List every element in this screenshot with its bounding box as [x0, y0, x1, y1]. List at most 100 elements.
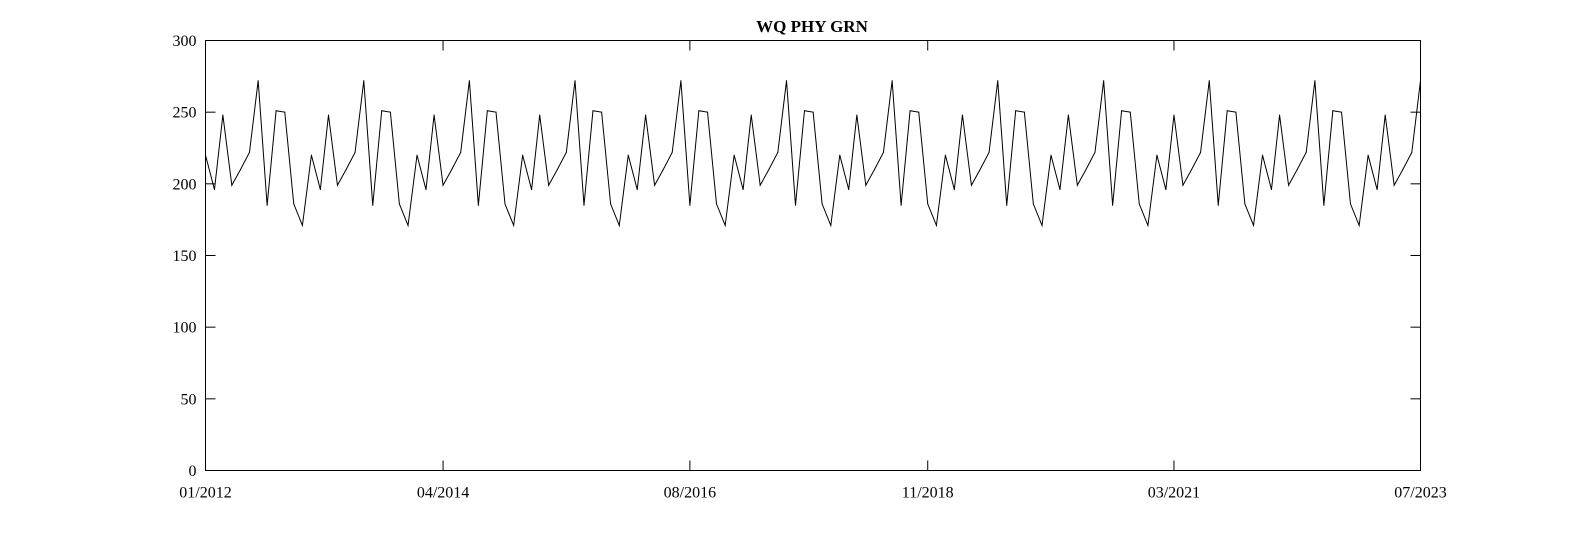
x-tick-label: 11/2018: [902, 485, 954, 502]
data-point: [1411, 151, 1413, 153]
data-point: [733, 154, 735, 156]
data-point: [1191, 169, 1193, 170]
data-point: [407, 224, 409, 226]
tick-labels: 0 50 100 150 200 250 300 01/2012 04/2014 08/2016 1…: [173, 33, 1447, 502]
data-point: [205, 470, 206, 471]
y-tick-label: 0: [189, 463, 197, 480]
data-point: [1085, 169, 1087, 170]
data-point: [539, 114, 541, 116]
data-point: [583, 204, 585, 206]
y-tick-label: 100: [173, 320, 197, 337]
data-point: [477, 204, 479, 206]
data-point: [1314, 80, 1316, 82]
data-point: [504, 203, 506, 205]
data-point: [953, 189, 955, 191]
data-point: [1270, 189, 1272, 191]
data-point: [205, 154, 206, 156]
data-point: [1323, 204, 1325, 206]
data-point: [240, 169, 242, 170]
data-point: [1121, 110, 1123, 112]
data-point: [601, 111, 603, 113]
data-point: [1402, 169, 1404, 170]
data-point: [786, 80, 788, 82]
data-point: [495, 111, 497, 113]
data-point: [1358, 224, 1360, 226]
data-point: [1041, 224, 1043, 226]
data-point: [680, 80, 682, 82]
data-point: [645, 114, 647, 116]
data-point: [900, 204, 902, 206]
data-point: [1332, 110, 1334, 112]
data-point: [944, 154, 946, 156]
series-line: [205, 80, 1421, 471]
data-point: [1200, 151, 1202, 153]
data-point: [1112, 204, 1114, 206]
data-point: [882, 151, 884, 153]
data-point: [873, 169, 875, 170]
data-point: [1076, 184, 1078, 186]
data-point: [1262, 154, 1264, 156]
data-point: [1217, 204, 1219, 206]
data-point: [460, 151, 462, 153]
axis-ticks: [205, 40, 1421, 471]
data-point: [794, 204, 796, 206]
data-point: [398, 203, 400, 205]
data-point: [1235, 111, 1237, 113]
data-point: [531, 189, 533, 191]
data-point: [724, 224, 726, 226]
data-point: [548, 184, 550, 186]
data-point: [1173, 114, 1175, 116]
data-point: [865, 184, 867, 186]
x-tick-label: 08/2016: [664, 485, 716, 502]
data-point: [627, 154, 629, 156]
data-point: [310, 154, 312, 156]
y-tick-label: 150: [173, 248, 197, 265]
chart-title: WQ PHY GRN: [756, 17, 868, 36]
data-point: [1067, 114, 1069, 116]
data-point: [768, 169, 770, 170]
data-point: [327, 114, 329, 116]
data-point: [716, 203, 717, 205]
data-point: [1244, 203, 1246, 205]
data-point: [1296, 169, 1298, 170]
data-point: [301, 224, 303, 226]
data-point: [997, 80, 999, 82]
data-point: [671, 151, 673, 153]
data-point: [856, 114, 858, 116]
x-tick-label: 01/2012: [179, 485, 231, 502]
data-point: [821, 203, 823, 205]
data-point: [1420, 80, 1421, 82]
data-point: [522, 154, 524, 156]
data-point: [345, 169, 347, 170]
data-point: [1094, 151, 1096, 153]
data-point: [1349, 203, 1351, 205]
data-point: [248, 151, 250, 153]
data-point: [1376, 189, 1378, 191]
data-point: [336, 184, 338, 186]
data-point: [592, 110, 594, 112]
data-point: [257, 80, 259, 82]
data-point: [935, 224, 937, 226]
data-point: [689, 204, 691, 206]
data-point: [1384, 114, 1386, 116]
data-point: [1393, 184, 1395, 186]
data-point: [1138, 203, 1140, 205]
x-tick-label: 03/2021: [1148, 485, 1200, 502]
data-point: [777, 151, 779, 153]
data-point: [988, 151, 990, 153]
data-point: [848, 189, 850, 191]
data-point: [565, 151, 567, 153]
y-tick-label: 300: [173, 33, 197, 50]
data-point: [425, 189, 427, 191]
data-point: [698, 110, 700, 112]
data-point: [556, 169, 558, 170]
data-point: [389, 111, 391, 113]
data-point: [636, 189, 638, 191]
data-point: [918, 111, 920, 113]
data-point: [1305, 151, 1307, 153]
data-point: [970, 184, 972, 186]
data-point: [909, 110, 911, 112]
data-point: [213, 189, 215, 191]
data-point: [354, 151, 356, 153]
data-point: [266, 204, 268, 206]
